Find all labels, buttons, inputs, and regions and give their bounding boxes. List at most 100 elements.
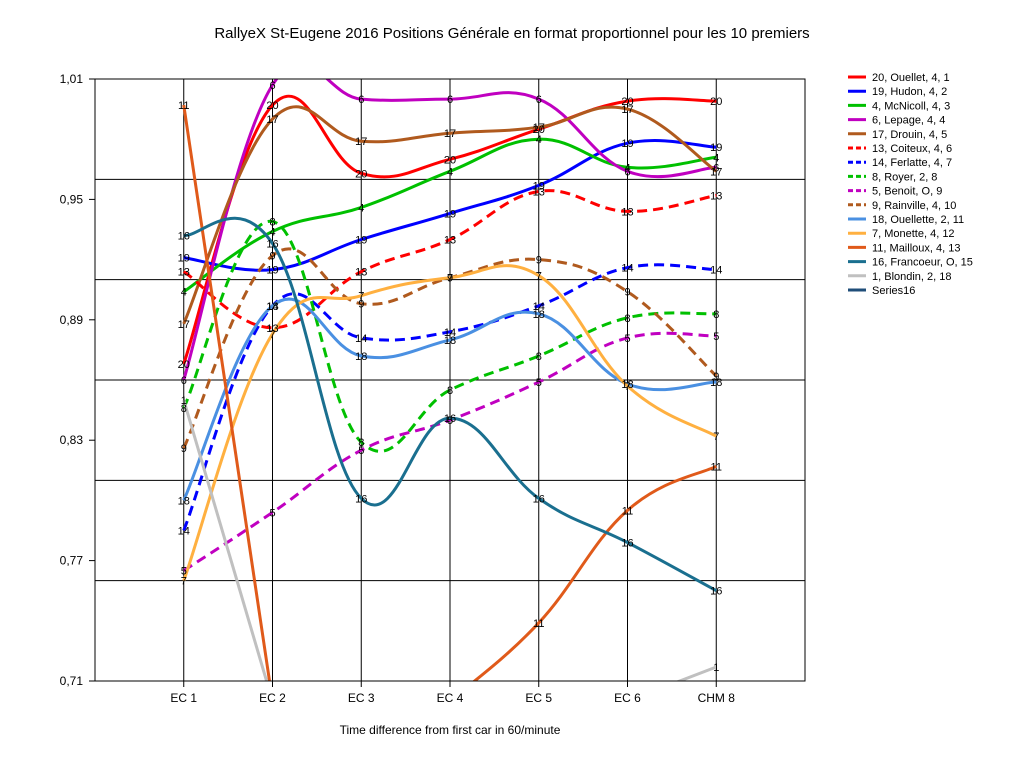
point-label: 14	[710, 265, 722, 277]
point-label: 14	[266, 301, 278, 313]
point-label: 17	[355, 136, 367, 148]
legend-entry: 7, Monette, 4, 12	[872, 228, 955, 240]
series-layer	[182, 79, 718, 681]
legend-entry: 19, Hudon, 4, 2	[872, 86, 947, 98]
point-label: 17	[266, 114, 278, 126]
point-label: 18	[178, 495, 190, 507]
point-label: 18	[355, 351, 367, 363]
x-tick-label: EC 1	[170, 691, 197, 705]
point-label: 20	[266, 100, 278, 112]
point-label: 8	[181, 403, 187, 415]
x-tick-label: EC 6	[614, 691, 641, 705]
point-label: 17	[533, 122, 545, 134]
x-axis-title: Time difference from first car in 60/min…	[340, 723, 561, 737]
series-line-1	[183, 139, 717, 272]
point-label: 6	[624, 166, 630, 178]
point-label: 11	[711, 461, 722, 473]
point-label: 16	[178, 231, 190, 243]
x-tick-label: CHM 8	[698, 691, 736, 705]
point-label: 8	[536, 351, 542, 363]
point-label: 19	[266, 265, 278, 277]
y-tick-label: 0,95	[60, 192, 84, 206]
point-label: 4	[358, 202, 364, 214]
legend-entry: 9, Rainville, 4, 10	[872, 200, 956, 212]
x-tick-label: EC 4	[437, 691, 464, 705]
point-label: 16	[355, 493, 367, 505]
point-label: 11	[622, 505, 633, 517]
point-label: 6	[358, 94, 364, 106]
series-line-12	[472, 464, 717, 681]
y-tick-label: 0,83	[60, 433, 84, 447]
point-label: 18	[444, 335, 456, 347]
y-tick-label: 1,01	[60, 72, 84, 86]
point-label: 6	[181, 375, 187, 387]
point-label: 17	[178, 319, 190, 331]
point-label: 9	[536, 255, 542, 267]
point-label: 5	[358, 445, 364, 457]
legend-entry: 17, Drouin, 4, 5	[872, 129, 947, 141]
legend-entry: 1, Blondin, 2, 18	[872, 271, 952, 283]
point-label: 11	[178, 100, 189, 112]
point-label: 4	[181, 287, 187, 299]
legend-entry: 13, Coiteux, 4, 6	[872, 143, 952, 155]
legend-entry: 16, Francoeur, O, 15	[872, 257, 973, 269]
point-label: 14	[355, 333, 367, 345]
point-label: 9	[447, 273, 453, 285]
point-label: 9	[269, 251, 275, 263]
point-label: 20	[710, 96, 722, 108]
point-label: 7	[536, 271, 542, 283]
point-label: 17	[621, 104, 633, 116]
point-label: 5	[447, 415, 453, 427]
point-label: 4	[447, 166, 453, 178]
point-label: 9	[181, 443, 187, 455]
point-label: 4	[624, 162, 630, 174]
point-label: 20	[355, 168, 367, 180]
point-label: 4	[536, 134, 542, 146]
point-label: 18	[710, 377, 722, 389]
point-label: 8	[269, 216, 275, 228]
point-label: 17	[710, 166, 722, 178]
point-label: 13	[621, 206, 633, 218]
point-label: 4	[269, 227, 275, 239]
x-tick-label: EC 5	[525, 691, 552, 705]
point-label: 16	[444, 413, 456, 425]
point-label: 5	[181, 566, 187, 578]
point-label: 8	[713, 309, 719, 321]
point-label: 9	[624, 287, 630, 299]
point-label: 20	[533, 124, 545, 136]
point-label: 20	[178, 359, 190, 371]
series-line-6	[182, 263, 717, 532]
point-label: 4	[713, 152, 719, 164]
point-label: 6	[536, 94, 542, 106]
point-label: 5	[536, 377, 542, 389]
point-label: 5	[624, 333, 630, 345]
point-label: 20	[621, 96, 633, 108]
legend-entry: 6, Lepage, 4, 4	[872, 115, 945, 127]
point-label: 8	[624, 313, 630, 325]
point-label: 5	[269, 507, 275, 519]
point-label: 13	[710, 190, 722, 202]
series-line-13	[183, 216, 718, 593]
point-label: 17	[444, 128, 456, 140]
legend-entry: 11, Mailloux, 4, 13	[872, 242, 960, 254]
point-label: 16	[710, 586, 722, 598]
series-line-11	[182, 264, 718, 582]
point-label: 9	[713, 371, 719, 383]
x-tick-label: EC 3	[348, 691, 375, 705]
y-tick-label: 0,71	[60, 674, 84, 688]
point-label: 14	[621, 263, 633, 275]
legend-entry: 4, McNicoll, 4, 3	[872, 100, 950, 112]
series-line-5	[182, 189, 717, 330]
point-label: 14	[533, 301, 545, 313]
series-line-2	[182, 137, 717, 293]
point-label: 8	[447, 385, 453, 397]
point-label: 16	[266, 239, 278, 251]
point-label: 13	[444, 235, 456, 247]
point-label: 11	[533, 618, 544, 630]
point-label: 6	[713, 162, 719, 174]
point-label: 7	[447, 273, 453, 285]
point-label: 1	[181, 395, 187, 407]
point-label: 16	[533, 493, 545, 505]
series-line-4	[182, 105, 718, 325]
